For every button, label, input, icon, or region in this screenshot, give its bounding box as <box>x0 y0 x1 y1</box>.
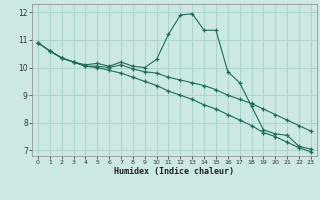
X-axis label: Humidex (Indice chaleur): Humidex (Indice chaleur) <box>115 167 234 176</box>
